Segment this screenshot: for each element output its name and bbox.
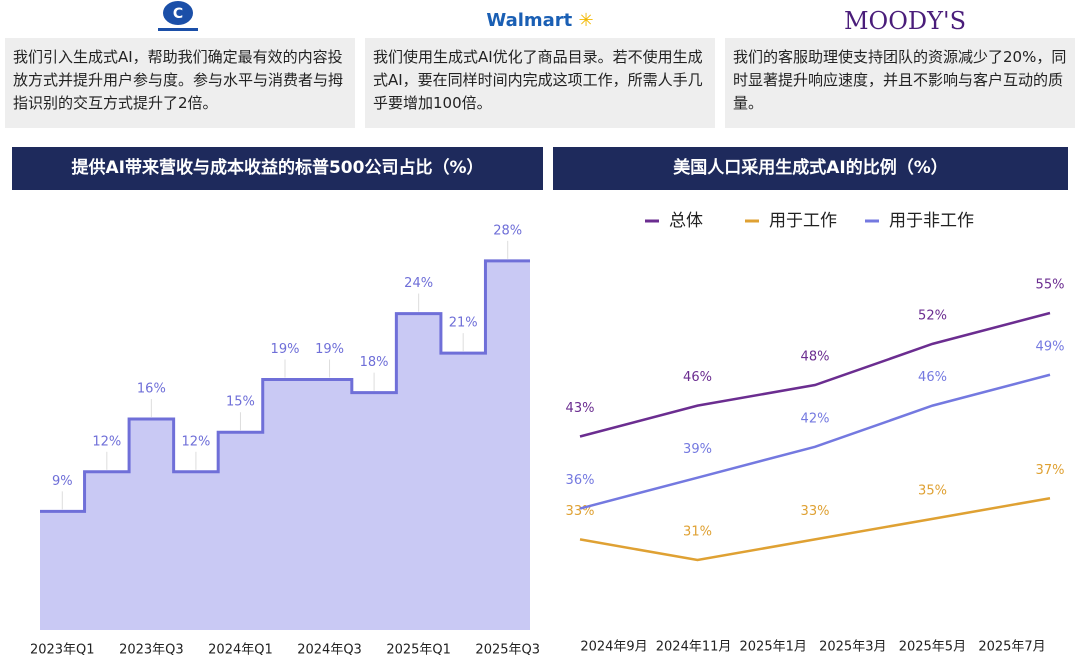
- x-tick-label: 2025年1月: [740, 640, 807, 655]
- x-tick-label: 2024年Q1: [208, 643, 273, 658]
- value-label: 46%: [683, 370, 712, 385]
- x-tick-label: 2024年9月: [580, 640, 647, 655]
- x-tick-label: 2025年3月: [819, 640, 886, 655]
- legend-label: 用于工作: [769, 211, 837, 231]
- value-label: 15%: [226, 395, 255, 410]
- value-label: 21%: [449, 316, 478, 331]
- logo: Walmart ✳: [486, 10, 594, 31]
- value-label: 37%: [1036, 463, 1065, 478]
- value-label: 9%: [52, 474, 73, 489]
- value-label: 18%: [360, 355, 389, 370]
- chart-title: 提供AI带来营收与成本收益的标普500公司占比（%）: [12, 147, 543, 190]
- value-label: 16%: [137, 382, 166, 397]
- value-label: 19%: [271, 342, 300, 357]
- value-label: 19%: [315, 342, 344, 357]
- value-label: 39%: [683, 442, 712, 457]
- x-tick-label: 2025年7月: [978, 640, 1045, 655]
- line: [579, 311, 1051, 438]
- quote-card: 我们使用生成式AI优化了商品目录。若不使用生成式AI，要在同样时间内完成这项工作…: [365, 38, 715, 128]
- x-tick-label: 2025年Q1: [386, 643, 451, 658]
- logo-text: MOODY'S: [843, 7, 967, 35]
- svg-text:C: C: [173, 6, 183, 22]
- logo-icon: C: [158, 1, 198, 31]
- x-tick-label: 2023年Q3: [119, 643, 184, 658]
- value-label: 36%: [566, 473, 595, 488]
- value-label: 35%: [918, 483, 947, 498]
- value-label: 12%: [92, 434, 121, 449]
- quote-card: 我们引入生成式AI，帮助我们确定最有效的内容投放方式并提升用户参与度。参与水平与…: [5, 38, 355, 128]
- value-label: 33%: [801, 504, 830, 519]
- legend-label: 总体: [669, 211, 703, 231]
- quote-card: 我们的客服助理使支持团队的资源减少了20%，同时显著提升响应速度，并且不影响与客…: [725, 38, 1075, 128]
- value-label: 28%: [493, 223, 522, 238]
- x-tick-label: 2025年Q3: [475, 643, 540, 658]
- value-label: 49%: [1036, 339, 1065, 354]
- logo-text: Walmart: [486, 10, 573, 31]
- x-tick-label: 2025年5月: [899, 640, 966, 655]
- legend-label: 用于非工作: [889, 211, 974, 231]
- value-label: 31%: [683, 525, 712, 540]
- value-label: 43%: [566, 401, 595, 416]
- value-label: 24%: [404, 276, 433, 291]
- value-label: 55%: [1036, 278, 1065, 293]
- value-label: 46%: [918, 370, 947, 385]
- value-label: 52%: [918, 308, 947, 323]
- line: [579, 373, 1051, 510]
- x-tick-label: 2023年Q1: [30, 643, 95, 658]
- step-line: [40, 259, 530, 513]
- value-label: 42%: [801, 411, 830, 426]
- value-label: 48%: [801, 350, 830, 365]
- value-label: 12%: [181, 434, 210, 449]
- line: [579, 497, 1051, 562]
- area: [40, 260, 530, 630]
- x-tick-label: 2024年Q3: [297, 643, 362, 658]
- chart-title: 美国人口采用生成式AI的比例（%）: [553, 147, 1068, 190]
- x-tick-label: 2024年11月: [656, 640, 732, 655]
